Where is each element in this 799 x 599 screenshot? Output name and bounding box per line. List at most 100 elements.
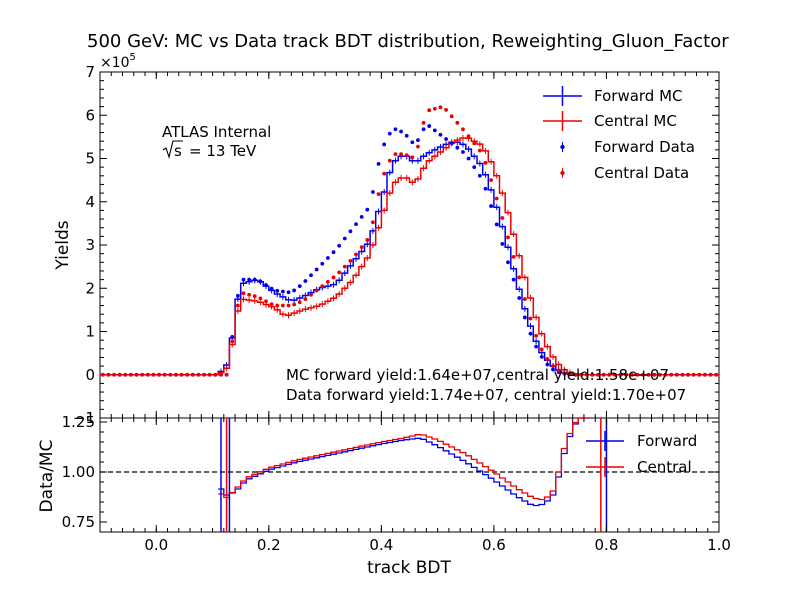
central-data-point [624, 372, 629, 377]
central-data-point [534, 333, 539, 338]
lower-series [100, 417, 719, 532]
forward-data-point [371, 190, 375, 194]
legend-label-central-mc: Central MC [594, 112, 677, 130]
forward-data-point [393, 127, 398, 132]
central-data-point [421, 120, 426, 125]
central-data-point [280, 303, 285, 308]
forward-ratio-step [218, 417, 590, 507]
central-data-point [663, 372, 668, 377]
legend-label-forward-data: Forward Data [594, 138, 695, 156]
central-data-point [545, 357, 550, 361]
lower-panel: 0.75 1.00 1.25 Data/MC Forward Central [37, 413, 720, 533]
legend-entry-forward-data: Forward Data [560, 138, 695, 156]
central-data-point [691, 372, 696, 377]
upper-y-tick-label: 4 [85, 193, 95, 211]
central-data-point [382, 171, 387, 176]
legend-entry-central-data: Central Data [560, 164, 689, 182]
forward-data-point [326, 256, 330, 260]
x-ticks: 0.0 0.2 0.4 0.6 0.8 1.0 [110, 72, 731, 554]
forward-data-point [297, 284, 302, 288]
central-data-point [106, 372, 111, 377]
central-data-point [455, 120, 460, 125]
forward-data-point [427, 124, 432, 128]
energy-prefix: s [174, 142, 182, 160]
forward-data-point [461, 150, 465, 154]
central-data-point [309, 292, 313, 297]
central-data-point [179, 372, 184, 377]
central-data-point [230, 339, 235, 344]
central-data-point [320, 284, 325, 288]
central-data-point [416, 144, 420, 149]
central-data-point [517, 275, 522, 280]
forward-data-point [551, 367, 555, 372]
central-data-point [157, 372, 161, 377]
x-axis-label: track BDT [367, 558, 451, 578]
y-scale-base: ×10 [100, 55, 130, 71]
central-data-point [714, 372, 719, 377]
legend-label-central-data: Central Data [594, 164, 689, 182]
central-data-point [151, 372, 156, 377]
forward-data-point [252, 277, 257, 282]
central-data-point [129, 372, 133, 377]
central-data-point [162, 372, 167, 377]
atlas-label: ATLAS Internal [162, 123, 271, 141]
forward-data-point [522, 315, 527, 320]
x-tick-label: 0.0 [144, 536, 168, 554]
central-data-point [258, 296, 263, 301]
forward-data-point [387, 131, 392, 136]
central-data-point [607, 372, 612, 377]
central-data-point [393, 152, 398, 157]
central-data-point [185, 372, 190, 377]
forward-data-point [320, 261, 325, 266]
energy-label: s = 13 TeV [162, 140, 257, 160]
forward-data-point [466, 156, 471, 161]
central-data-point [669, 372, 674, 377]
central-data-point [579, 372, 584, 377]
central-data-point [269, 302, 274, 307]
lower-y-axis-label: Data/MC [37, 440, 57, 513]
forward-data-point [376, 162, 381, 166]
central-data-point [202, 372, 207, 377]
legend-entry-central-mc: Central MC [543, 111, 677, 131]
sqrt-sign [162, 140, 183, 159]
upper-y-tick-label: 3 [85, 236, 95, 254]
central-data-point [219, 372, 223, 377]
forward-data-point [354, 222, 358, 226]
central-data-point [247, 292, 252, 297]
central-data-point [528, 316, 533, 321]
central-data-point [427, 108, 432, 113]
data-yield-annotation: Data forward yield:1.74e+07, central yie… [286, 386, 686, 404]
upper-y-tick-label: 7 [85, 63, 95, 81]
legend-entry-forward: Forward [586, 431, 697, 451]
forward-data-point [483, 186, 488, 191]
central-data-point [466, 134, 471, 139]
central-data-point [612, 372, 617, 377]
forward-data-point [382, 142, 387, 147]
central-data-point [190, 372, 195, 377]
forward-data-point [292, 288, 297, 293]
central-data-point [522, 297, 527, 301]
central-data-point [646, 372, 651, 377]
central-data-point [224, 372, 229, 377]
central-data-point [618, 372, 623, 377]
upper-y-tick-label: 0 [85, 366, 95, 384]
forward-data-point [342, 236, 347, 241]
central-data-point [331, 275, 336, 280]
central-data-point [359, 245, 364, 250]
forward-data-point [477, 173, 482, 178]
chart-title: 500 GeV: MC vs Data track BDT distributi… [87, 31, 729, 52]
central-data-point [500, 216, 505, 220]
forward-data-point [494, 222, 499, 227]
forward-data-point [410, 140, 415, 145]
central-data-point [601, 372, 606, 377]
central-data-point [112, 372, 116, 377]
forward-data-point [264, 283, 268, 287]
central-data-point [275, 303, 280, 308]
central-data-point [680, 372, 685, 377]
forward-data-point [235, 293, 240, 298]
legend-entry-forward-mc: Forward MC [543, 86, 683, 106]
forward-data-point [404, 133, 409, 138]
upper-y-tick-label: 1 [85, 323, 95, 341]
